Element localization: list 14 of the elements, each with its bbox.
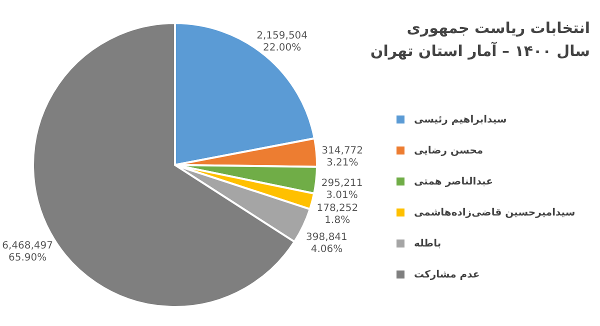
data-label: 6,468,497 65.90% — [2, 240, 53, 264]
legend-label: محسن رضایی — [414, 146, 484, 156]
data-label: 178,252 1.8% — [316, 203, 358, 226]
legend-label: سیدابراهیم رئیسی — [414, 114, 507, 126]
data-label: 2,159,504 22.00% — [256, 30, 308, 54]
legend-label: سیدامیرحسین قاضی‌زاده‌هاشمی — [414, 208, 576, 218]
legend-label: عبدالناصر همتی — [414, 176, 493, 188]
data-label: 314,772 3.21% — [322, 145, 364, 168]
data-label: 398,841 4.06% — [306, 232, 348, 256]
text: سال ۱۴۰۰ – آمار استان تهران — [370, 41, 590, 60]
legend-label: عدم مشارکت — [414, 270, 480, 280]
data-label: 295,211 3.01% — [321, 178, 363, 202]
legend-label: باطله — [414, 238, 442, 250]
chart-title: انتخابات ریاست جمهوری — [406, 19, 590, 37]
